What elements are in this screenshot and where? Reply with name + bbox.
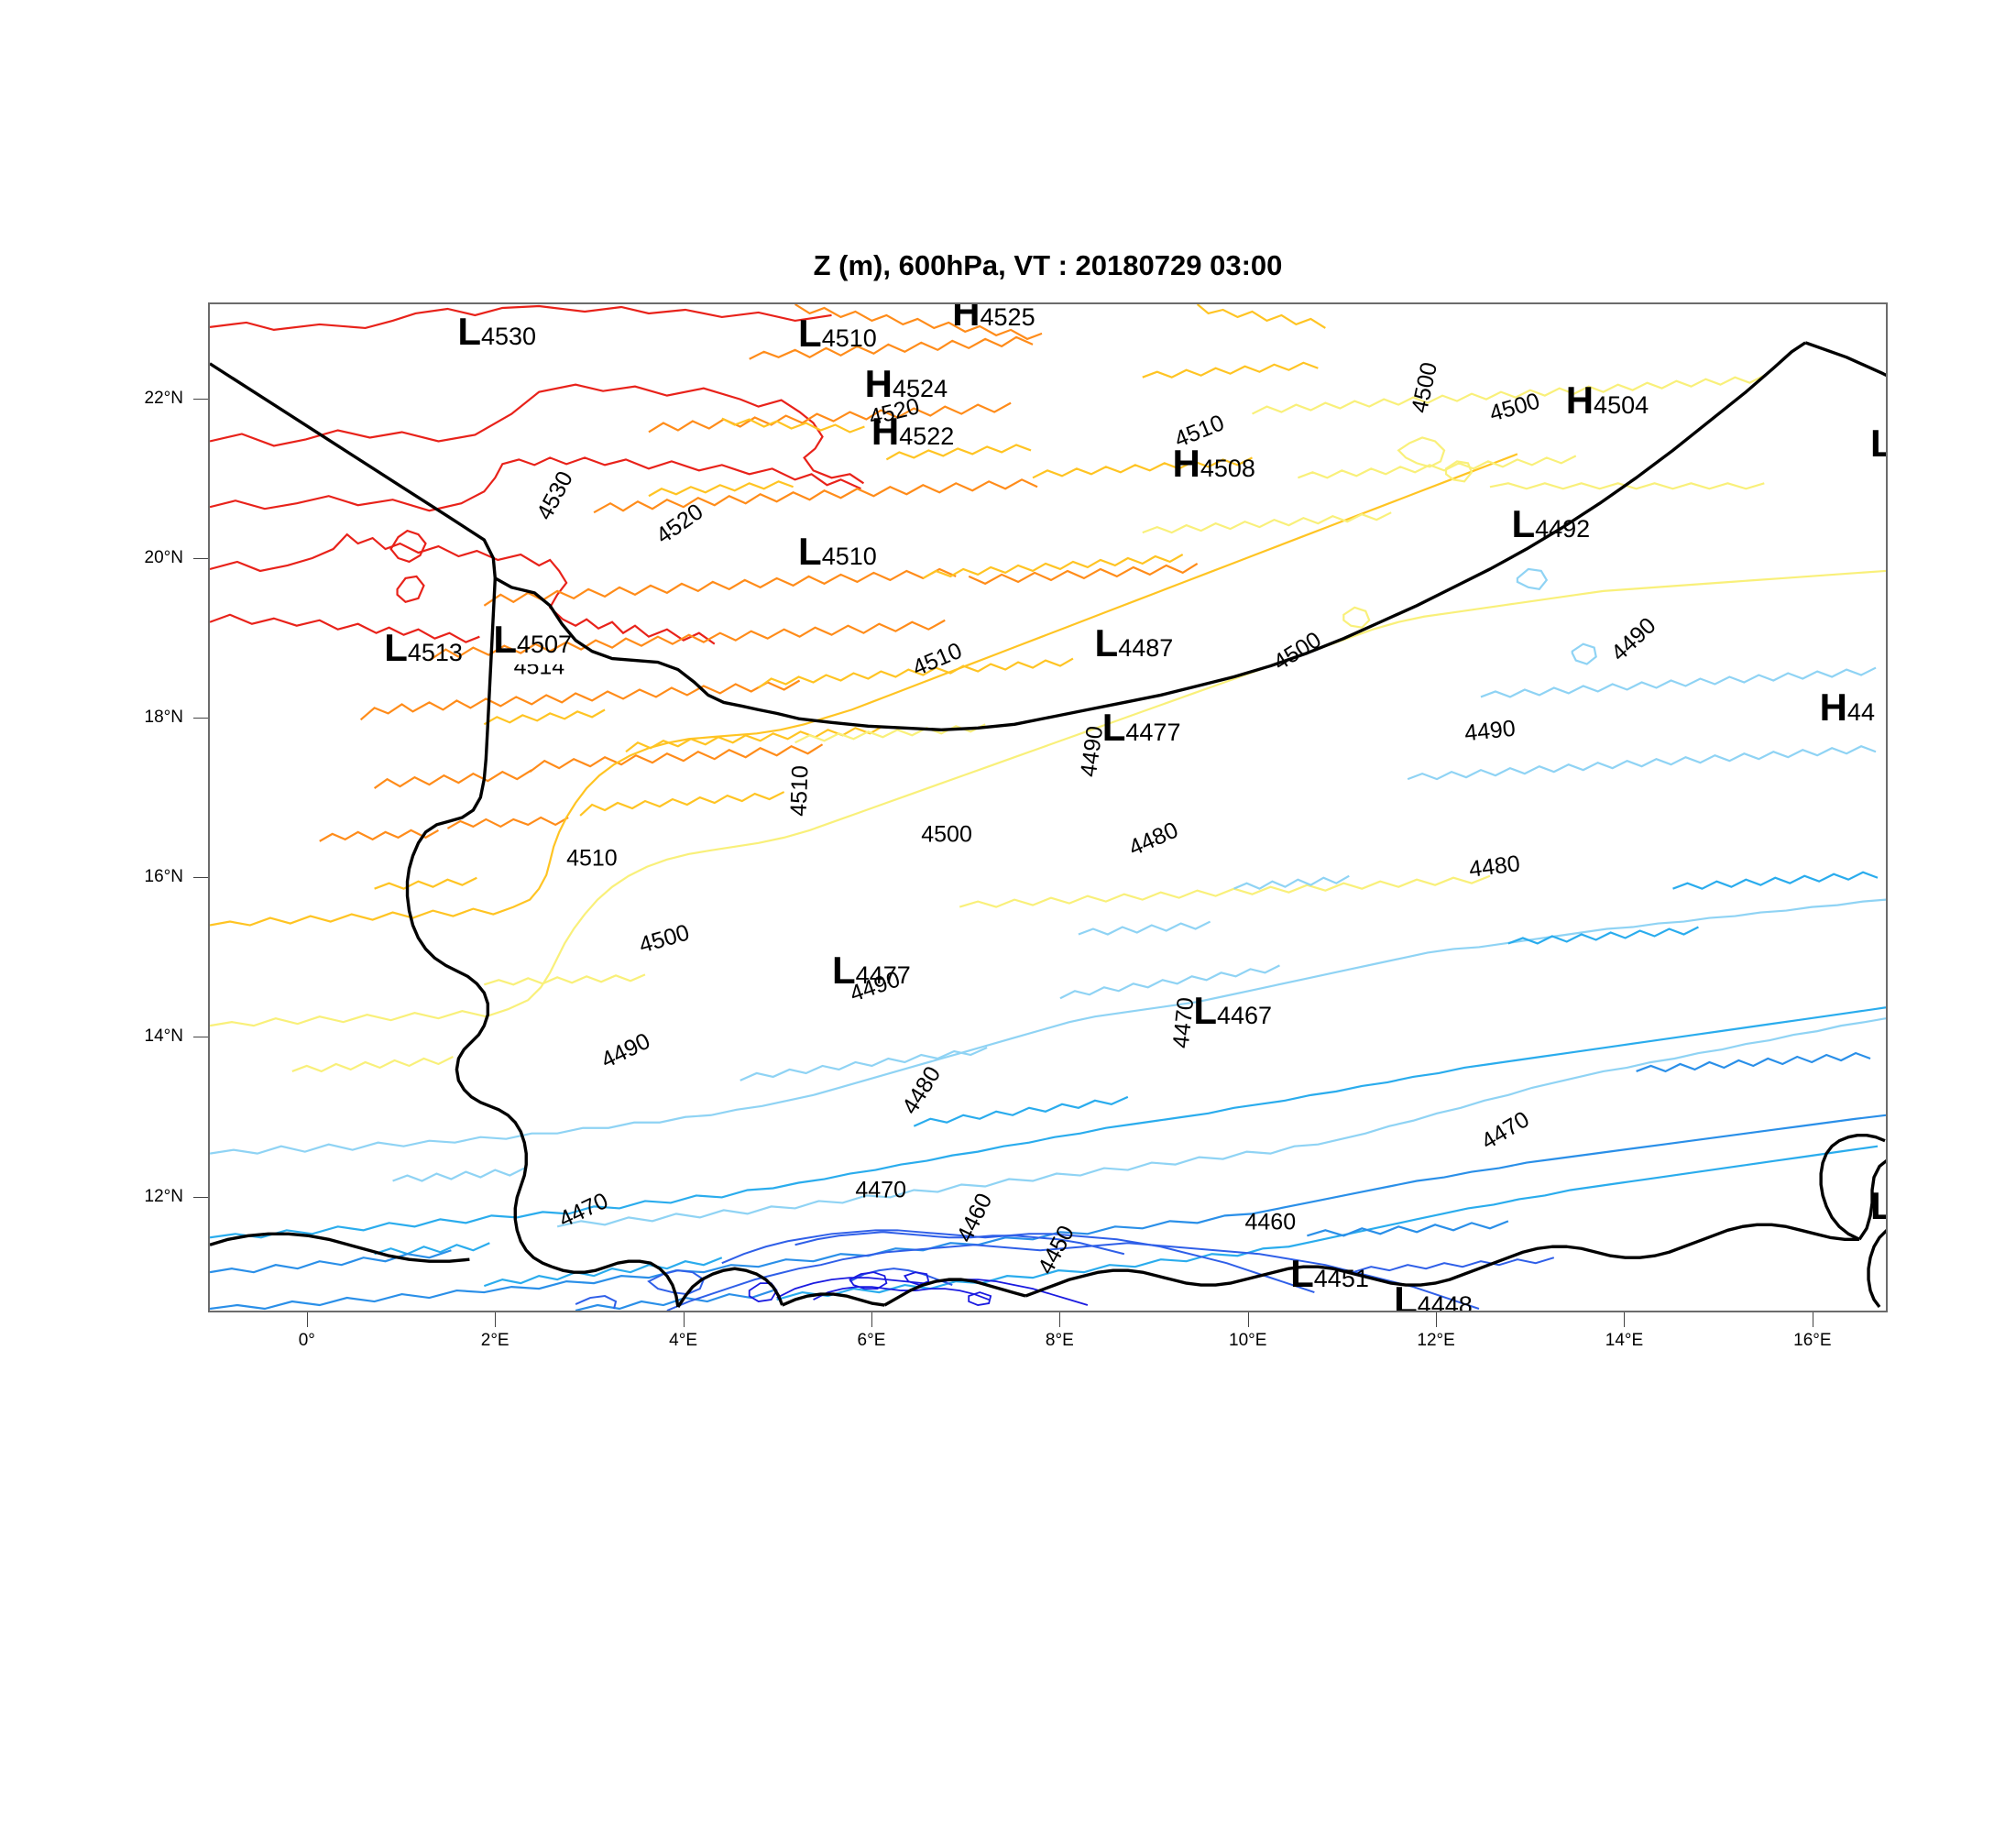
contour-label-group: 4530 4520 4520 4510 4510 4510 4510 4500 4500 4500… <box>210 304 1886 1311</box>
extreme-marker: H4504 <box>1565 378 1649 422</box>
extreme-type-letter: L <box>1394 1279 1418 1312</box>
extreme-value: 4525 <box>980 302 1035 331</box>
extreme-marker: L4477 <box>832 951 911 990</box>
x-tick <box>1059 1312 1061 1327</box>
x-tick-label: 14°E <box>1605 1331 1644 1350</box>
extreme-type-letter: H <box>1172 442 1200 486</box>
y-tick-label: 12°N <box>144 1186 183 1206</box>
extreme-marker: H4525 <box>952 302 1035 334</box>
extreme-type-letter: L <box>1193 988 1218 1032</box>
extreme-value: 4492 <box>1535 514 1591 543</box>
extreme-type-letter: L <box>798 312 822 356</box>
contour-value-label: 4510 <box>566 845 618 872</box>
extreme-value: 4522 <box>899 423 955 451</box>
extreme-type-letter: L <box>798 530 822 574</box>
x-tick <box>1247 1312 1249 1327</box>
y-tick-label: 20°N <box>144 547 183 567</box>
extreme-marker: L4510 <box>798 314 877 353</box>
extreme-value: 4507 <box>517 630 573 658</box>
extreme-marker: L4451 <box>1290 1255 1369 1293</box>
extreme-value: 44 <box>1846 697 1875 726</box>
extreme-marker: L4467 <box>1193 988 1273 1032</box>
extreme-value: 4467 <box>1217 1001 1273 1029</box>
y-tick-label: 16°N <box>144 867 183 887</box>
extreme-value: 4510 <box>821 543 877 571</box>
x-tick-label: 2°E <box>480 1331 509 1350</box>
extreme-type-letter: L <box>1101 705 1126 749</box>
y-tick <box>193 717 208 719</box>
extreme-marker: H4522 <box>871 412 954 451</box>
extreme-type-letter: L <box>457 310 481 354</box>
extreme-marker-clipped: L <box>1870 1184 1886 1227</box>
extreme-type-letter: H <box>1565 378 1594 422</box>
extreme-type-letter: L <box>1870 1184 1886 1227</box>
y-tick <box>193 557 208 559</box>
extreme-marker: L4477 <box>1102 708 1181 747</box>
extreme-value: 4513 <box>407 638 463 666</box>
extreme-type-letter: H <box>864 362 893 406</box>
x-tick-label: 10°E <box>1229 1331 1267 1350</box>
x-tick <box>495 1312 497 1327</box>
extreme-type-letter: H <box>871 410 900 454</box>
x-tick-label: 4°E <box>669 1331 697 1350</box>
extreme-marker: L4487 <box>1095 624 1174 663</box>
page-title: Z (m), 600hPa, VT : 20180729 03:00 <box>813 249 1283 281</box>
x-tick <box>871 1312 872 1327</box>
extreme-type-letter: L <box>493 617 518 661</box>
extreme-value: 4477 <box>1125 718 1181 746</box>
y-tick <box>193 398 208 400</box>
x-tick-label: 16°E <box>1793 1331 1832 1350</box>
y-tick-label: 14°N <box>144 1026 183 1047</box>
extreme-value: 4477 <box>855 961 911 990</box>
extreme-type-letter: H <box>1819 685 1847 729</box>
extreme-type-letter: L <box>1870 422 1886 465</box>
extreme-value: 4487 <box>1118 634 1174 663</box>
extreme-type-letter: L <box>1094 621 1119 665</box>
extreme-marker: L4492 <box>1511 501 1591 545</box>
extreme-value: 4524 <box>893 375 948 403</box>
extreme-type-letter: L <box>1511 501 1536 545</box>
occluded-contour-label: 4514 <box>513 653 565 680</box>
y-tick-label: 22°N <box>144 388 183 408</box>
extreme-value: 4508 <box>1200 455 1255 483</box>
x-tick <box>683 1312 685 1327</box>
extreme-value: 4504 <box>1594 390 1649 419</box>
extreme-marker: L4530 <box>457 313 536 351</box>
y-tick <box>193 1196 208 1198</box>
extreme-marker-clipped: H44 <box>1819 685 1875 729</box>
extreme-value: 4510 <box>821 324 877 353</box>
contour-value-label: 4460 <box>1244 1209 1297 1235</box>
extreme-value: 4448 <box>1417 1291 1473 1312</box>
x-tick <box>1624 1312 1626 1327</box>
y-tick-label: 18°N <box>144 707 183 727</box>
x-tick <box>306 1312 308 1327</box>
extreme-marker-clipped: L4448 <box>1394 1279 1473 1312</box>
extrema-group: L4530 L4510 H4525 H4524 H4522 H4508 H4504 L4492… <box>210 304 1886 1311</box>
extreme-marker: H4508 <box>1172 445 1255 483</box>
contour-lines <box>210 304 1886 1311</box>
y-tick <box>193 877 208 879</box>
extreme-type-letter: L <box>832 949 856 993</box>
x-tick-label: 0° <box>298 1331 315 1350</box>
extreme-marker: L4513 <box>384 625 463 669</box>
plot-area: 4530 4520 4520 4510 4510 4510 4510 4500 4500 4500… <box>208 302 1888 1312</box>
extreme-marker: L4507 <box>493 620 572 659</box>
x-tick-label: 12°E <box>1417 1331 1455 1350</box>
extreme-type-letter: L <box>384 625 408 669</box>
extreme-marker: L4510 <box>798 532 877 571</box>
extreme-value: 4530 <box>480 323 537 351</box>
extreme-marker-clipped: L <box>1870 422 1886 465</box>
extreme-marker: H4524 <box>865 365 948 403</box>
x-tick-label: 6°E <box>857 1331 886 1350</box>
extreme-type-letter: H <box>952 302 981 334</box>
extreme-value: 4451 <box>1313 1265 1369 1293</box>
extreme-type-letter: L <box>1290 1252 1314 1296</box>
contour-value-label: 4470 <box>855 1177 906 1203</box>
x-tick-label: 8°E <box>1045 1331 1074 1350</box>
contour-value-label: 4500 <box>921 821 972 848</box>
x-tick <box>1436 1312 1438 1327</box>
